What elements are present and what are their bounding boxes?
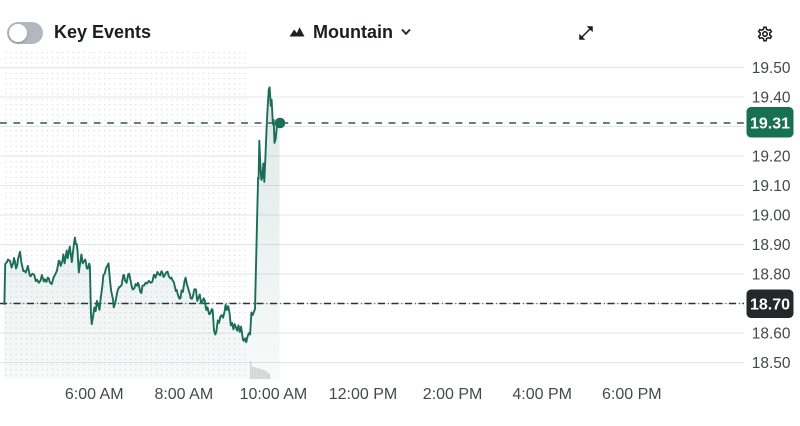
svg-text:18.70: 18.70 [750,297,790,314]
svg-text:2:00 PM: 2:00 PM [423,386,483,403]
svg-text:18.80: 18.80 [752,266,791,283]
svg-text:19.10: 19.10 [752,178,791,195]
svg-text:19.50: 19.50 [752,60,791,77]
svg-text:8:00 AM: 8:00 AM [154,386,213,403]
svg-text:19.20: 19.20 [752,148,791,165]
svg-text:6:00 PM: 6:00 PM [602,386,662,403]
svg-text:18.50: 18.50 [752,355,791,372]
svg-text:6:00 AM: 6:00 AM [65,386,124,403]
svg-text:19.40: 19.40 [752,89,791,106]
svg-text:19.31: 19.31 [750,116,790,133]
svg-text:19.00: 19.00 [752,207,791,224]
svg-text:10:00 AM: 10:00 AM [240,386,308,403]
svg-text:18.60: 18.60 [752,325,791,342]
svg-text:18.90: 18.90 [752,237,791,254]
svg-text:4:00 PM: 4:00 PM [512,386,572,403]
svg-text:12:00 PM: 12:00 PM [329,386,397,403]
